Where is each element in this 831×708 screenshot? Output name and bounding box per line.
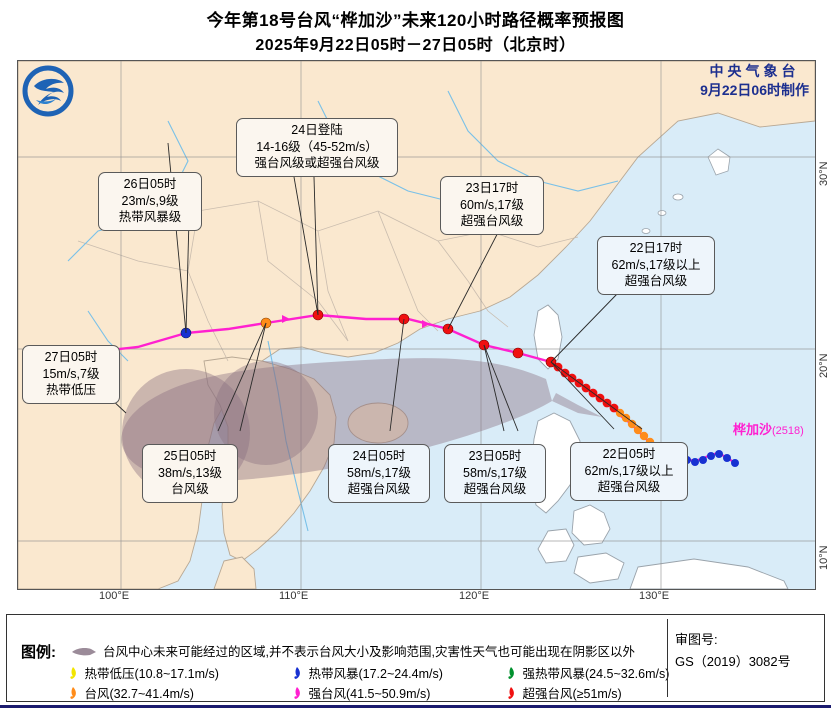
- callout-24日05时[interactable]: 24日05时 58m/s,17级 超强台风级: [328, 444, 430, 503]
- audit-label: 审图号:: [675, 632, 718, 647]
- legend-item-tropical-storm: 热带风暴(17.2~24.4m/s): [293, 663, 443, 682]
- legend-panel: 图例: 台风中心未来可能经过的区域,并不表示台风大小及影响范围,灾害性天气也可能…: [6, 614, 825, 702]
- callout-line-1: 22日05时: [602, 447, 656, 461]
- callout-25日05时[interactable]: 25日05时 38m/s,13级 台风级: [142, 444, 238, 503]
- callout-line-2: 14-16级（45-52m/s）: [256, 139, 378, 154]
- issuer-organization: 中央气象台: [709, 63, 800, 79]
- callout-22日17时[interactable]: 22日17时 62m/s,17级以上 超强台风级: [597, 236, 715, 295]
- callout-line-3: 超强台风级: [597, 480, 661, 494]
- callout-line-1: 24日登陆: [291, 123, 343, 137]
- legend-item-severe-typhoon: 强台风(41.5~50.9m/s): [293, 683, 430, 702]
- callout-line-2: 15m/s,7级: [42, 366, 100, 381]
- callout-line-3: 强台风级或超强台风级: [254, 156, 380, 170]
- callout-22日05时[interactable]: 22日05时 62m/s,17级以上 超强台风级: [570, 442, 688, 501]
- legend-item-severe-tropical-storm: 强热带风暴(24.5~32.6m/s): [507, 663, 669, 682]
- legend-label: 强台风(41.5~50.9m/s): [308, 687, 431, 701]
- y-tick-20n: 20°N: [818, 353, 830, 378]
- callout-27日05时[interactable]: 27日05时 15m/s,7级 热带低压: [22, 345, 120, 404]
- title-line-2: 2025年9月22日05时－27日05时（北京时）: [255, 37, 576, 54]
- page-title: 今年第18号台风“桦加沙”未来120小时路径概率预报图 2025年9月22日05…: [0, 8, 831, 58]
- callout-line-1: 25日05时: [163, 449, 217, 463]
- y-tick-30n: 30°N: [818, 161, 830, 186]
- callout-line-1: 23日17时: [465, 181, 519, 195]
- callout-24日登陆[interactable]: 24日登陆 14-16级（45-52m/s） 强台风级或超强台风级: [236, 118, 398, 177]
- callout-line-3: 超强台风级: [624, 274, 688, 288]
- y-tick-10n: 10°N: [818, 545, 830, 570]
- x-tick-110e: 110°E: [279, 590, 309, 602]
- callout-26日05时[interactable]: 26日05时 23m/s,9级 热带风暴级: [98, 172, 202, 231]
- storm-number-text: (2518): [772, 425, 804, 437]
- tropical-storm-icon: [293, 667, 302, 680]
- legend-label: 台风(32.7~41.4m/s): [84, 687, 194, 701]
- tropical-depression-icon: [69, 667, 78, 680]
- legend-label: 热带风暴(17.2~24.4m/s): [308, 667, 443, 681]
- typhoon-icon: [69, 687, 78, 700]
- severe-typhoon-icon: [293, 687, 302, 700]
- bottom-rule: [0, 705, 831, 708]
- callout-line-1: 27日05时: [44, 350, 98, 364]
- legend-item-super-typhoon: 超强台风(≥51m/s): [507, 683, 622, 702]
- callout-line-3: 台风级: [171, 482, 209, 496]
- callout-line-2: 23m/s,9级: [121, 193, 179, 208]
- severe-tropical-storm-icon: [507, 667, 516, 680]
- callout-23日17时[interactable]: 23日17时 60m/s,17级 超强台风级: [440, 176, 544, 235]
- legend-divider: [667, 619, 668, 697]
- callout-line-2: 62m/s,17级以上: [584, 463, 674, 478]
- legend-label: 强热带风暴(24.5~32.6m/s): [522, 667, 670, 681]
- cone-swatch-icon: [71, 644, 97, 656]
- callout-line-1: 23日05时: [468, 449, 522, 463]
- storm-name-text: 桦加沙: [733, 422, 773, 437]
- legend-item-tropical-depression: 热带低压(10.8~17.1m/s): [69, 663, 219, 682]
- callout-line-1: 24日05时: [352, 449, 406, 463]
- legend-label: 热带低压(10.8~17.1m/s): [84, 667, 219, 681]
- callout-line-3: 热带低压: [45, 383, 96, 397]
- callout-line-1: 22日17时: [629, 241, 683, 255]
- map-vector-layer: [18, 61, 815, 589]
- callout-line-1: 26日05时: [123, 177, 177, 191]
- x-tick-130e: 130°E: [639, 590, 670, 602]
- legend-title: 图例:: [21, 644, 56, 661]
- x-tick-100e: 100°E: [99, 590, 130, 602]
- legend-label: 超强台风(≥51m/s): [522, 687, 622, 701]
- callout-line-2: 58m/s,17级: [347, 465, 411, 480]
- callout-line-2: 58m/s,17级: [463, 465, 527, 480]
- x-tick-120e: 120°E: [459, 590, 490, 602]
- callout-line-3: 超强台风级: [347, 482, 411, 496]
- legend-cone-note: 台风中心未来可能经过的区域,并不表示台风大小及影响范围,灾害性天气也可能出现在阴…: [103, 645, 635, 659]
- callout-line-2: 60m/s,17级: [460, 197, 524, 212]
- callout-line-3: 热带风暴级: [118, 210, 182, 224]
- legend-left-section: 图例: 台风中心未来可能经过的区域,并不表示台风大小及影响范围,灾害性天气也可能…: [7, 615, 669, 702]
- cma-logo: [20, 64, 76, 118]
- audit-block: 审图号: GS（2019）3082号: [675, 629, 791, 673]
- title-line-1: 今年第18号台风“桦加沙”未来120小时路径概率预报图: [206, 11, 625, 30]
- callout-line-2: 38m/s,13级: [158, 465, 222, 480]
- map-canvas: [18, 61, 815, 589]
- callout-line-2: 62m/s,17级以上: [611, 257, 701, 272]
- callout-line-3: 超强台风级: [463, 482, 527, 496]
- issuer-produced-time: 9月22日06时制作: [700, 82, 809, 98]
- storm-name-label: 桦加沙(2518): [733, 419, 804, 438]
- forecast-track-line: [63, 313, 552, 364]
- callout-23日05时[interactable]: 23日05时 58m/s,17级 超强台风级: [444, 444, 546, 503]
- audit-number: GS（2019）3082号: [675, 654, 791, 669]
- typhoon-track-map[interactable]: [17, 60, 816, 590]
- super-typhoon-icon: [507, 687, 516, 700]
- callout-line-3: 超强台风级: [460, 214, 524, 228]
- legend-item-typhoon: 台风(32.7~41.4m/s): [69, 683, 194, 702]
- issuer-block: 中央气象台 9月22日06时制作: [700, 62, 809, 100]
